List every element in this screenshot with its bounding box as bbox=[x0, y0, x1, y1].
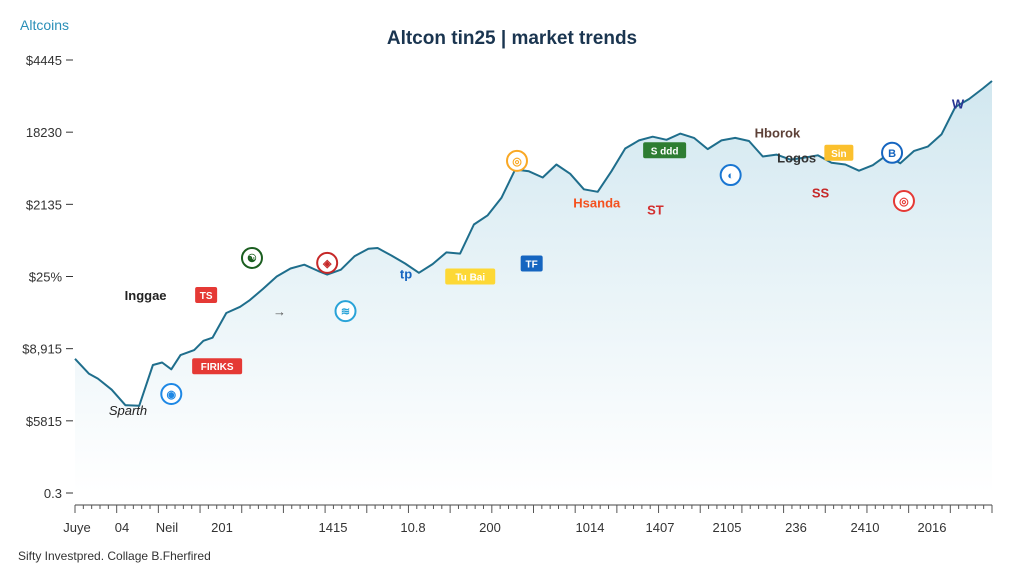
marker-circle bbox=[334, 300, 357, 323]
marker-label: ☯ bbox=[247, 253, 257, 265]
y-tick-label: 18230 bbox=[26, 125, 62, 140]
chart-marker: ◎ bbox=[505, 149, 528, 172]
marker-box bbox=[824, 144, 854, 161]
marker-circle bbox=[316, 251, 339, 274]
chart-marker: Sin bbox=[824, 144, 854, 161]
marker-label: B bbox=[888, 148, 896, 160]
marker-label: Hsanda bbox=[573, 195, 621, 210]
marker-label: ◎ bbox=[899, 196, 909, 208]
marker-circle bbox=[505, 149, 528, 172]
y-tick-label: $25% bbox=[29, 270, 63, 285]
y-tick-label: $8,915 bbox=[22, 342, 62, 357]
footer-text: Sifty Investpred. Collage B.Fherfired bbox=[18, 549, 211, 563]
x-tick-label: Juye bbox=[63, 520, 90, 535]
marker-circle bbox=[240, 246, 263, 269]
annotation-label: Sparth bbox=[109, 403, 147, 418]
x-axis: Juye 04 Neil 201 1415 10.8 200 1014 1407 2105 236 2… bbox=[63, 504, 993, 535]
x-tick-label: 1014 bbox=[576, 520, 605, 535]
x-tick-label: 2105 bbox=[713, 520, 742, 535]
x-tick-label: 200 bbox=[479, 520, 501, 535]
marker-label: W bbox=[952, 96, 965, 111]
chart-marker: ◈ bbox=[316, 251, 339, 274]
marker-label: ST bbox=[647, 203, 664, 218]
marker-label: → bbox=[273, 304, 286, 319]
chart-marker: TF bbox=[520, 255, 543, 272]
chart-marker: ◉ bbox=[160, 383, 183, 406]
chart-marker: ◎ bbox=[892, 190, 915, 213]
area-layer bbox=[74, 80, 993, 493]
y-tick-label: $2135 bbox=[26, 197, 62, 212]
chart-marker: ☯ bbox=[240, 246, 263, 269]
marker-box bbox=[520, 255, 543, 272]
x-tick-label: 2016 bbox=[918, 520, 947, 535]
marker-label: ◎ bbox=[512, 156, 522, 168]
y-axis: $4445 18230 $2135 $25% $8,915 $5815 0.3 bbox=[22, 53, 73, 501]
marker-label: Tu Bai bbox=[455, 273, 485, 284]
marker-circle bbox=[881, 141, 904, 164]
chart-marker: Tu Bai bbox=[445, 268, 496, 285]
chart-marker: FIRIKS bbox=[192, 358, 243, 375]
chart-marker: TS bbox=[195, 287, 218, 304]
marker-circle bbox=[719, 164, 742, 187]
chart-marker: W bbox=[952, 96, 965, 111]
marker-label: Inggae bbox=[125, 288, 167, 303]
marker-label: SS bbox=[812, 185, 830, 200]
marker-circle bbox=[160, 383, 183, 406]
marker-label: ≋ bbox=[341, 306, 350, 318]
marker-label: ◈ bbox=[322, 258, 332, 270]
chart-marker: tp bbox=[400, 266, 412, 281]
y-tick-label: $4445 bbox=[26, 53, 62, 68]
x-tick-label: Neil bbox=[156, 520, 179, 535]
y-tick-label: 0.3 bbox=[44, 486, 62, 501]
chart-marker: Logos bbox=[777, 151, 816, 166]
marker-box bbox=[643, 142, 687, 159]
chart-marker: Hsanda bbox=[573, 195, 621, 210]
x-tick-label: 1415 bbox=[319, 520, 348, 535]
chart-marker: Inggae bbox=[125, 288, 167, 303]
chart-marker: ST bbox=[647, 203, 664, 218]
marker-label: TS bbox=[200, 291, 213, 302]
corner-label: Altcoins bbox=[20, 17, 69, 33]
chart-marker: S ddd bbox=[643, 142, 687, 159]
marker-box bbox=[445, 268, 496, 285]
marker-label: TF bbox=[526, 260, 538, 271]
chart-marker: B bbox=[881, 141, 904, 164]
marker-label: ◉ bbox=[166, 389, 176, 401]
x-tick-label: 10.8 bbox=[400, 520, 425, 535]
marker-label: FIRIKS bbox=[201, 362, 234, 373]
chart-marker: SS bbox=[812, 185, 830, 200]
x-tick-label: 2410 bbox=[851, 520, 880, 535]
x-tick-label: 236 bbox=[785, 520, 807, 535]
x-tick-label: 201 bbox=[211, 520, 233, 535]
marker-circle bbox=[892, 190, 915, 213]
marker-label: Hborok bbox=[755, 125, 801, 140]
markers-layer: Inggae TS ☯ → ◈ ≋ FIRIKS ◉ tp Tu Bai ◎ Hsanda ST TF S … bbox=[125, 96, 965, 406]
marker-label: ◐ bbox=[727, 170, 734, 182]
area-fill bbox=[75, 81, 992, 493]
marker-label: Logos bbox=[777, 151, 816, 166]
marker-label: tp bbox=[400, 266, 412, 281]
chart-marker: ≋ bbox=[334, 300, 357, 323]
x-tick-label: 04 bbox=[115, 520, 129, 535]
chart-title: Altcon tin25 | market trends bbox=[387, 28, 637, 49]
chart-marker: → bbox=[273, 304, 286, 319]
chart-marker: ◐ bbox=[719, 164, 742, 187]
x-tick-label: 1407 bbox=[646, 520, 675, 535]
marker-box bbox=[195, 287, 218, 304]
chart-marker: Hborok bbox=[755, 125, 801, 140]
marker-label: S ddd bbox=[651, 146, 679, 157]
marker-label: Sin bbox=[831, 149, 847, 160]
marker-box bbox=[192, 358, 243, 375]
y-tick-label: $5815 bbox=[26, 414, 62, 429]
